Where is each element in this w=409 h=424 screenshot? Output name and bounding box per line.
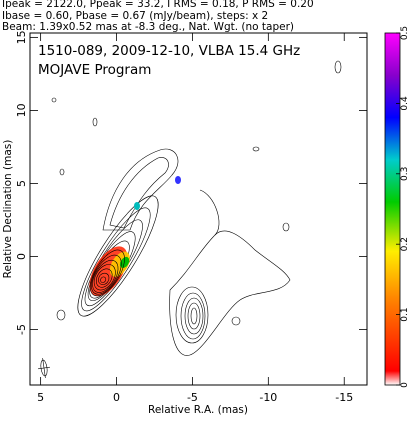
colorbar-tick-label: 0.1 xyxy=(400,307,409,321)
header-line: Beam: 1.39x0.52 mas at -8.3 deg., Nat. W… xyxy=(2,21,294,33)
colorbar-tick-label: 0.3 xyxy=(400,167,409,181)
y-tick-label: 15 xyxy=(15,30,28,44)
colorbar xyxy=(384,32,401,386)
colorbar-tick-label: 0.4 xyxy=(400,96,409,111)
plot-subtitle: MOJAVE Program xyxy=(38,62,151,78)
x-tick-label: -5 xyxy=(187,391,198,404)
y-axis-label: Relative Declination (mas) xyxy=(2,140,14,279)
header-line: Ibase = 0.60, Pbase = 0.67 (mJy/beam), s… xyxy=(2,10,268,22)
y-tick-label: 10 xyxy=(15,103,28,117)
y-tick-label: 5 xyxy=(15,180,28,187)
colorbar-tick-label: 0.2 xyxy=(400,237,409,251)
x-tick-label: 5 xyxy=(37,391,44,404)
header-line: Ipeak = 2122.0, Ppeak = 33.2, I RMS = 0.… xyxy=(2,0,314,10)
colorbar-tick-label: 0.5 xyxy=(400,26,409,40)
plot-title: 1510-089, 2009-12-10, VLBA 15.4 GHz xyxy=(38,43,300,59)
x-tick-label: 0 xyxy=(113,391,120,404)
y-tick-label: 0 xyxy=(15,253,28,260)
x-axis-label: Relative R.A. (mas) xyxy=(148,404,248,416)
x-tick-label: -10 xyxy=(259,391,277,404)
plot-frame xyxy=(29,32,368,386)
colorbar-tick-label: 0 xyxy=(400,382,409,388)
x-tick-label: -15 xyxy=(335,391,353,404)
contours xyxy=(38,60,342,378)
y-tick-label: -5 xyxy=(15,324,28,335)
